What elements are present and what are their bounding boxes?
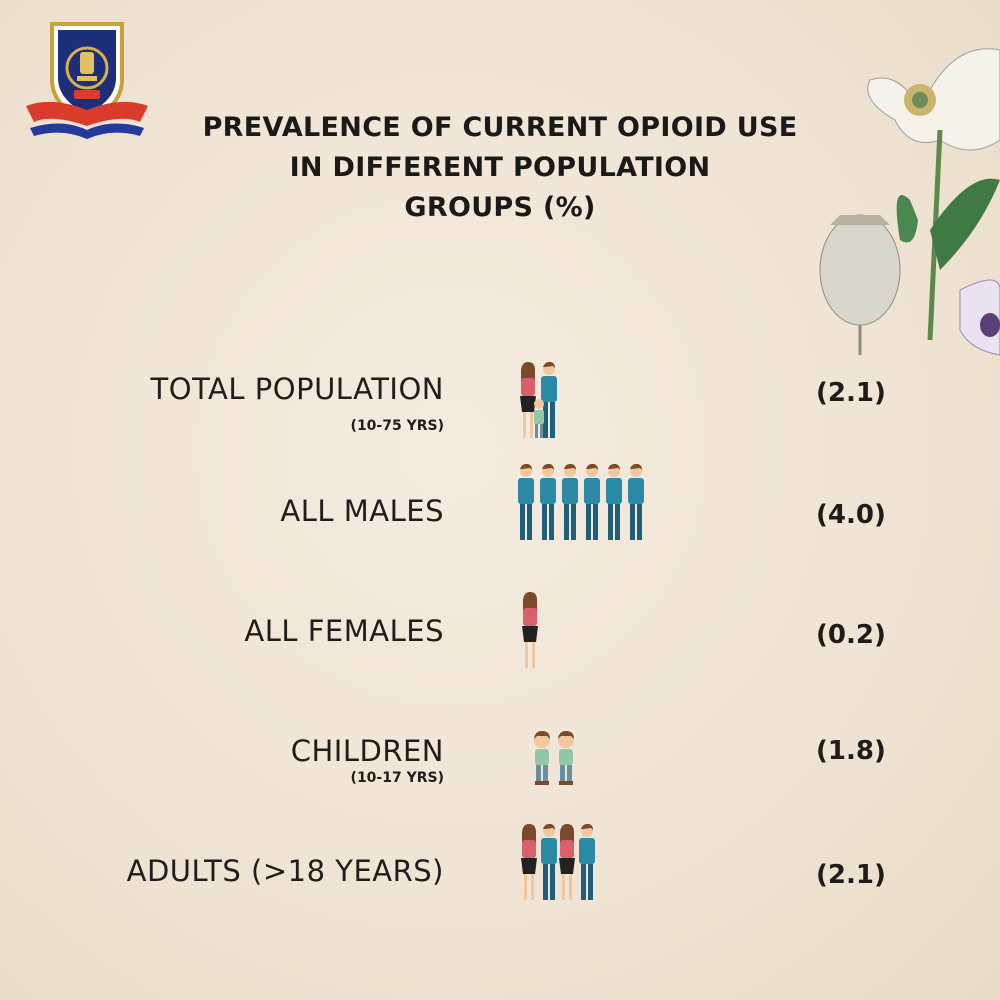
row-label: ADULTS (>18 YEARS) xyxy=(126,854,444,888)
row-value: (2.1) xyxy=(816,860,886,890)
row-value: (2.1) xyxy=(816,378,886,408)
row-label: ALL FEMALES xyxy=(244,614,444,648)
two-children-icon xyxy=(534,731,574,785)
row-value: (1.8) xyxy=(816,736,886,766)
family-icon xyxy=(520,361,557,438)
row-value: (4.0) xyxy=(816,500,886,530)
title-line: GROUPS (%) xyxy=(404,192,596,223)
emblem-logo xyxy=(26,22,148,139)
row-label: TOTAL POPULATION xyxy=(150,372,444,406)
chart-title: PREVALENCE OF CURRENT OPIOID USE IN DIFF… xyxy=(150,108,850,228)
row-sublabel: (10-17 YRS) xyxy=(350,770,444,786)
row-label: ALL MALES xyxy=(280,494,444,528)
woman-icon xyxy=(522,592,538,668)
row-label: CHILDREN xyxy=(290,734,444,768)
title-line: IN DIFFERENT POPULATION xyxy=(289,152,711,183)
row-value: (0.2) xyxy=(816,620,886,650)
row-sublabel: (10-75 YRS) xyxy=(350,418,444,434)
title-line: PREVALENCE OF CURRENT OPIOID USE xyxy=(202,112,798,143)
six-men-icon xyxy=(518,463,644,540)
poppy-flower-illustration xyxy=(819,48,1000,356)
two-couples-icon xyxy=(521,823,595,900)
